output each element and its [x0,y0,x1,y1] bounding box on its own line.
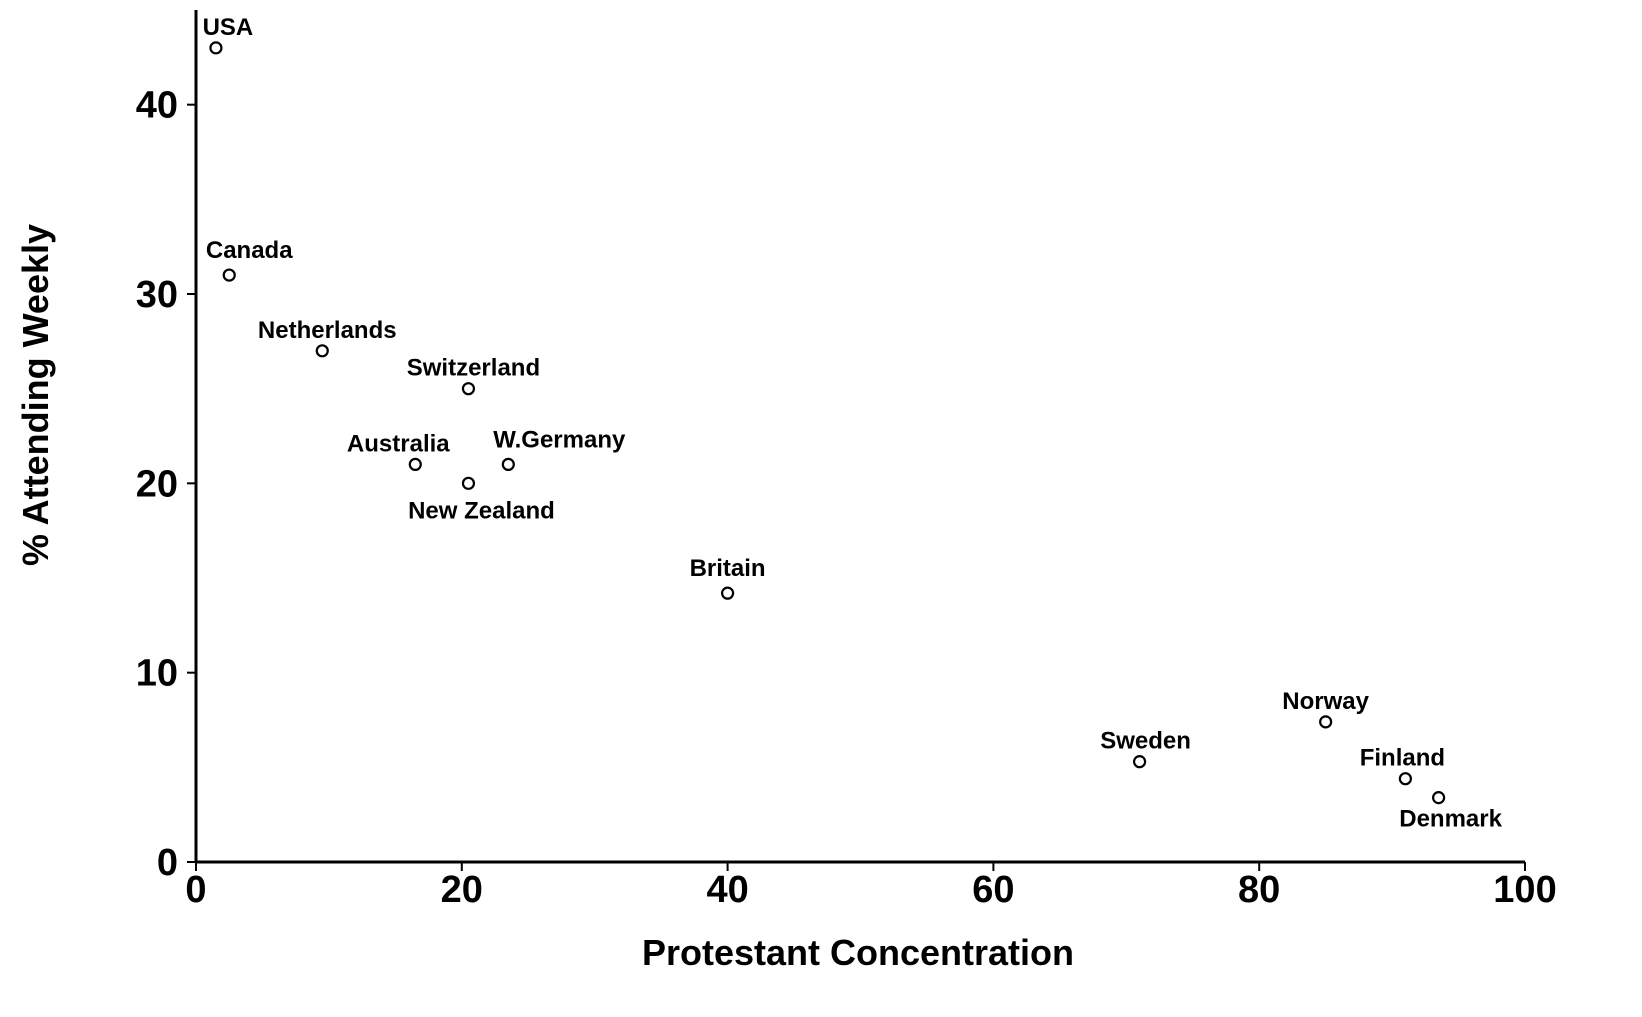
data-point-label: Australia [347,430,450,457]
data-point-marker [461,476,476,490]
axis-ticks: 0 20 40 60 80 100 0 10 20 30 40 [136,85,1557,911]
x-tick-label: 100 [1493,869,1556,911]
x-tick-label: 20 [441,869,483,911]
data-point-marker [720,586,735,600]
data-point-marker [1132,755,1147,769]
y-tick-label: 20 [136,463,178,505]
x-tick-label: 40 [706,869,748,911]
data-point-marker [461,382,476,396]
x-tick-label: 60 [972,869,1014,911]
y-axis-title: % Attending Weekly [15,224,56,566]
data-point-label: Netherlands [258,317,397,344]
data-point-marker [1432,791,1446,805]
data-point-label: W.Germany [493,426,626,453]
data-point-marker [222,268,236,282]
data-point-label: Switzerland [407,355,540,382]
data-point-label: Canada [206,237,293,264]
data-point-marker [501,457,515,471]
data-point-label: Britain [690,555,766,582]
data-points: USA Canada Netherlands Switzerland Australia… [203,14,1503,833]
data-point-marker [1319,715,1333,729]
data-point-marker [315,344,329,358]
y-tick-label: 30 [136,274,178,316]
data-point-label: USA [203,14,254,41]
data-point-label: Sweden [1100,728,1191,755]
axes [194,10,1525,864]
data-point-label: New Zealand [408,497,555,524]
data-point-marker [408,457,422,471]
y-tick-label: 40 [136,85,178,127]
data-point-label: Denmark [1399,806,1502,833]
y-tick-label: 0 [157,842,178,884]
data-point-marker [1398,772,1412,786]
data-point-label: Finland [1360,745,1445,772]
x-tick-label: 0 [185,869,206,911]
data-point-label: Norway [1282,688,1369,715]
x-axis-title: Protestant Concentration [642,932,1074,973]
y-tick-label: 10 [136,653,178,695]
x-tick-label: 80 [1238,869,1280,911]
data-point-marker [209,41,223,55]
